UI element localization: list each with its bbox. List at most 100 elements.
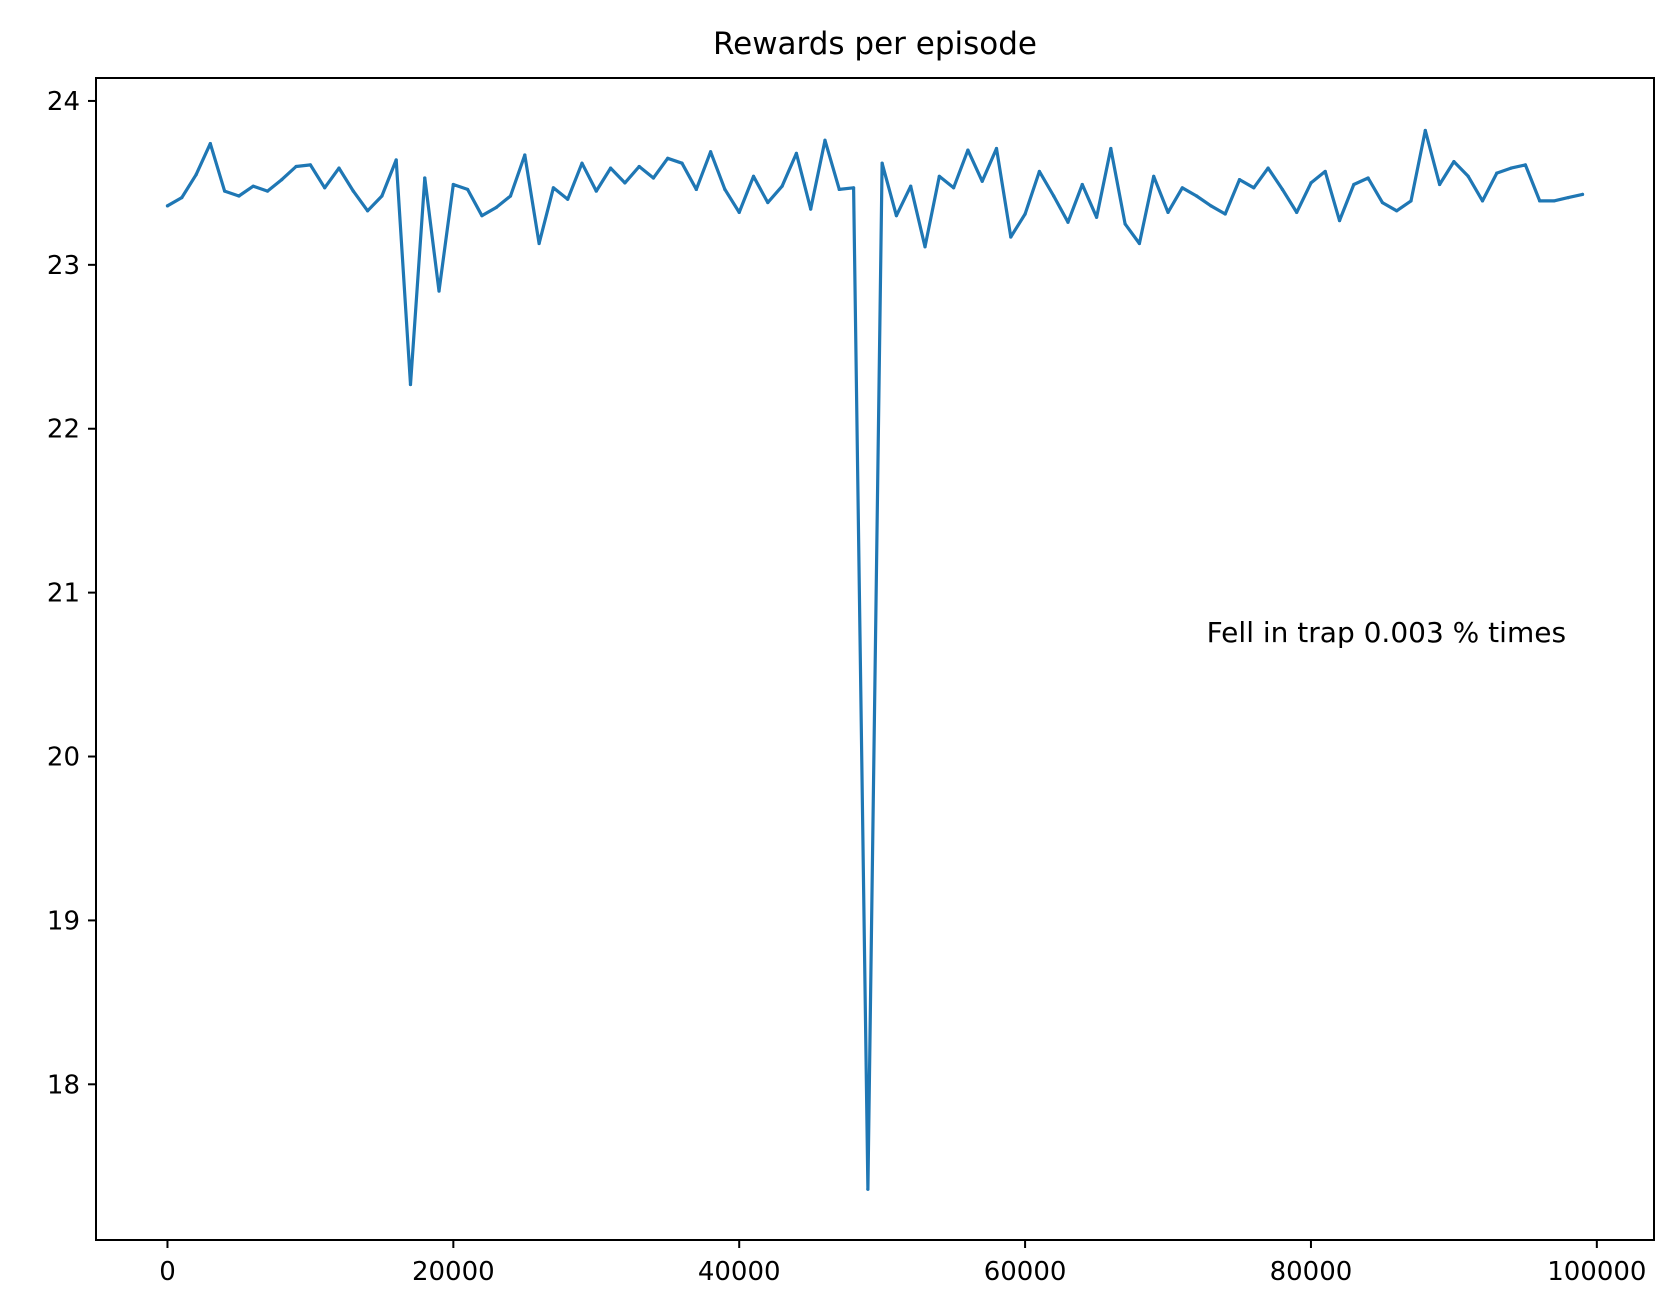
- data-point: [994, 146, 999, 151]
- data-point: [766, 200, 770, 205]
- data-point: [1380, 200, 1385, 205]
- x-tick-label: 80000: [1270, 1257, 1353, 1287]
- data-point: [165, 204, 170, 208]
- data-point: [608, 166, 613, 170]
- x-tick-label: 0: [159, 1257, 176, 1287]
- y-tick-label: 19: [47, 906, 80, 936]
- data-point: [1323, 169, 1327, 174]
- data-point: [751, 174, 756, 178]
- y-tick-label: 20: [47, 743, 80, 773]
- data-point: [1552, 199, 1556, 203]
- data-point: [1094, 215, 1099, 219]
- data-point: [680, 161, 684, 165]
- data-point: [223, 189, 227, 193]
- data-point: [937, 174, 941, 178]
- trap-annotation: Fell in trap 0.003 % times: [1207, 616, 1566, 649]
- data-point: [323, 186, 327, 190]
- data-point: [523, 153, 527, 157]
- data-point: [408, 382, 413, 387]
- data-point: [194, 173, 198, 177]
- data-point: [823, 138, 827, 142]
- data-point: [566, 197, 570, 201]
- y-tick-label: 23: [47, 251, 80, 281]
- data-point: [837, 187, 841, 192]
- y-tick-label: 18: [47, 1070, 80, 1100]
- data-point: [1566, 196, 1570, 200]
- data-point: [1395, 209, 1399, 213]
- data-point: [894, 214, 899, 218]
- data-point: [1037, 169, 1041, 174]
- data-point: [1409, 199, 1413, 203]
- data-point: [1437, 182, 1442, 187]
- data-point: [365, 209, 370, 213]
- y-tick-label: 22: [47, 415, 80, 445]
- data-point: [909, 184, 913, 188]
- data-point: [637, 164, 641, 169]
- data-point: [1237, 178, 1242, 182]
- data-point: [265, 189, 270, 193]
- data-point: [551, 186, 555, 190]
- data-point: [780, 184, 784, 188]
- data-point: [866, 1187, 870, 1191]
- data-point: [1252, 186, 1256, 190]
- axis-ticks: 0 20000 40000 60000 80000 100000 18 19 20 21 22 23 2…: [47, 87, 1647, 1287]
- data-point: [1366, 176, 1370, 180]
- data-point: [651, 176, 656, 180]
- data-point: [308, 163, 313, 167]
- data-point: [237, 194, 241, 198]
- data-point: [1295, 210, 1299, 214]
- data-point: [1166, 210, 1170, 214]
- data-point: [1223, 212, 1227, 216]
- data-point: [1052, 194, 1056, 198]
- data-point: [952, 186, 956, 190]
- x-tick-label: 100000: [1547, 1257, 1646, 1287]
- plot-frame: [95, 77, 1655, 1241]
- data-point: [809, 207, 813, 211]
- data-point: [337, 166, 341, 170]
- data-point: [1580, 192, 1585, 196]
- y-tick-label: 21: [47, 579, 80, 609]
- data-point: [580, 161, 584, 165]
- data-point: [1195, 194, 1199, 198]
- data-point: [1466, 174, 1470, 178]
- data-point: [694, 187, 698, 192]
- data-point: [280, 178, 284, 182]
- data-point: [1509, 166, 1513, 170]
- data-point: [451, 182, 455, 187]
- data-point: [1066, 220, 1070, 224]
- data-point: [1209, 204, 1213, 208]
- data-point: [723, 187, 727, 192]
- data-point: [394, 158, 398, 162]
- data-point: [294, 164, 298, 169]
- data-point: [1023, 212, 1027, 216]
- data-point: [1538, 199, 1542, 203]
- x-tick-label: 40000: [698, 1257, 781, 1287]
- data-point: [1423, 128, 1427, 133]
- data-point: [437, 289, 441, 293]
- data-point: [1080, 182, 1084, 187]
- data-point: [737, 210, 741, 214]
- data-points: [165, 128, 1585, 1191]
- data-point: [851, 186, 856, 190]
- data-point: [1123, 222, 1127, 226]
- data-point: [1452, 159, 1456, 164]
- data-point: [508, 194, 513, 198]
- data-point: [1137, 241, 1142, 246]
- data-point: [1180, 186, 1184, 190]
- y-tick-label: 24: [47, 87, 80, 117]
- data-point: [794, 151, 798, 155]
- series-line: [165, 128, 1585, 1191]
- data-point: [251, 184, 255, 188]
- data-point: [1337, 218, 1342, 223]
- data-point: [623, 181, 627, 185]
- data-point: [1266, 166, 1270, 170]
- data-point: [1309, 181, 1313, 185]
- data-point: [1480, 199, 1485, 203]
- data-point: [537, 241, 541, 246]
- data-point: [1523, 163, 1527, 167]
- data-point: [594, 189, 598, 193]
- data-point: [380, 194, 384, 198]
- data-point: [880, 161, 884, 165]
- data-point: [351, 189, 355, 193]
- data-point: [180, 196, 184, 200]
